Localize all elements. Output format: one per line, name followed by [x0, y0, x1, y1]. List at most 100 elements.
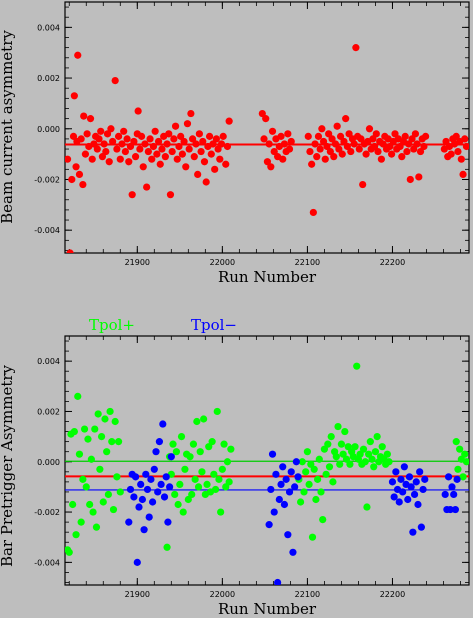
data-point: [416, 468, 424, 476]
data-point: [396, 142, 404, 151]
data-point: [390, 493, 398, 501]
data-point: [188, 135, 197, 143]
data-point: [87, 455, 95, 463]
data-point: [461, 135, 469, 143]
data-point: [121, 147, 129, 156]
data-point: [111, 417, 119, 426]
data-point: [456, 445, 464, 453]
data-point: [72, 163, 80, 171]
data-point: [193, 417, 201, 426]
data-point: [413, 140, 421, 148]
data-point: [88, 155, 96, 163]
data-point: [81, 150, 90, 158]
data-point: [86, 115, 95, 123]
data-point: [263, 158, 272, 166]
data-point: [170, 135, 178, 143]
data-point: [227, 445, 235, 453]
data-point: [331, 140, 340, 148]
data-point: [319, 516, 327, 524]
data-point: [211, 485, 220, 494]
data-point: [217, 508, 225, 516]
data-point: [258, 109, 266, 118]
data-point: [359, 180, 367, 189]
data-point: [109, 505, 118, 514]
data-point: [113, 145, 121, 153]
data-point: [324, 440, 332, 448]
data-point: [421, 475, 429, 483]
data-point: [214, 145, 222, 153]
data-point: [442, 137, 450, 146]
data-point: [285, 488, 294, 496]
data-point: [150, 465, 158, 473]
data-point: [377, 155, 385, 163]
data-point: [77, 518, 85, 526]
data-point: [125, 518, 133, 526]
data-point: [189, 440, 198, 448]
data-point: [96, 465, 104, 473]
data-point: [270, 147, 278, 156]
x-tick-label: 22200: [380, 590, 405, 599]
data-point: [120, 127, 128, 135]
data-point: [338, 150, 346, 158]
data-point: [420, 142, 428, 151]
data-point: [373, 433, 381, 441]
data-point: [336, 460, 344, 468]
data-point: [323, 142, 331, 151]
data-point: [462, 458, 469, 466]
data-point: [287, 468, 295, 476]
y-tick-label: 0.004: [37, 357, 60, 366]
data-point: [102, 147, 110, 156]
data-point: [205, 132, 214, 140]
data-point: [400, 463, 408, 471]
data-point: [128, 191, 136, 199]
data-point: [319, 137, 328, 146]
data-point: [419, 485, 427, 494]
data-point: [219, 132, 227, 140]
data-point: [398, 153, 406, 161]
data-point: [450, 490, 458, 499]
data-point: [411, 130, 420, 138]
data-point: [68, 175, 76, 184]
data-point: [357, 135, 365, 143]
data-point: [160, 493, 169, 501]
data-point: [166, 191, 175, 199]
data-point: [345, 130, 353, 138]
data-point: [86, 500, 94, 509]
data-point: [65, 548, 73, 556]
data-point: [143, 485, 152, 494]
data-point: [70, 92, 78, 100]
data-point: [222, 483, 230, 491]
data-point: [103, 130, 112, 138]
data-point: [116, 155, 124, 163]
data-point: [457, 155, 465, 163]
data-point: [275, 495, 283, 504]
data-point: [195, 130, 203, 138]
data-point: [205, 443, 213, 451]
data-point: [108, 438, 116, 446]
data-point: [130, 493, 138, 501]
data-point: [409, 528, 417, 536]
data-point: [90, 140, 98, 148]
data-point: [210, 470, 218, 478]
data-point: [383, 450, 391, 458]
data-point: [125, 158, 133, 166]
data-point: [223, 142, 232, 151]
data-point: [75, 170, 84, 179]
plot-frame: [64, 335, 470, 586]
data-point: [183, 120, 192, 128]
data-point: [163, 543, 171, 551]
x-tick-label: 22100: [295, 258, 320, 267]
beam-current-panel: 0.004 0.002 0.000 -0.002 -0.004 21900 22000 221…: [0, 1, 470, 286]
data-point: [353, 362, 361, 370]
data-point: [444, 473, 453, 481]
x-tick-label: 22000: [210, 258, 235, 267]
data-point: [346, 460, 354, 468]
data-point: [114, 132, 123, 140]
data-point: [307, 460, 315, 468]
data-point: [171, 490, 179, 499]
data-point: [200, 158, 209, 166]
data-point: [118, 140, 126, 148]
x-axis-label: Run Number: [218, 600, 317, 618]
data-point: [268, 127, 277, 135]
data-point: [368, 455, 376, 463]
